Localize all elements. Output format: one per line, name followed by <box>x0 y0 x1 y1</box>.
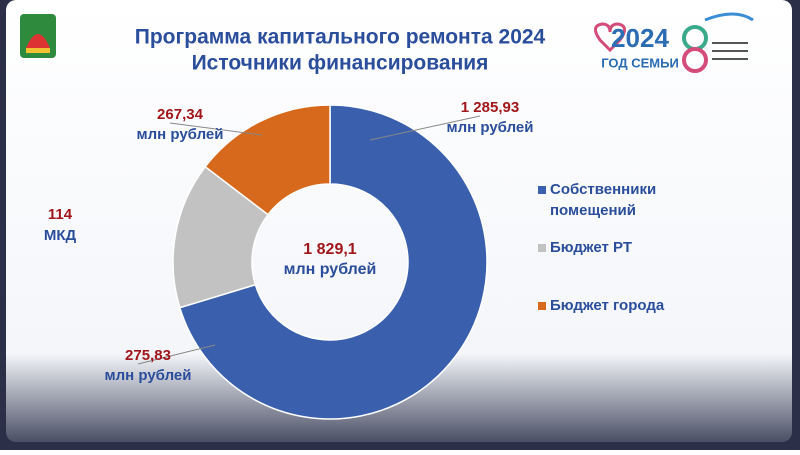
annotation: 114 <box>48 206 73 223</box>
city-logo <box>20 14 56 58</box>
legend-marker <box>538 244 546 252</box>
unit-label: млн рублей <box>105 367 192 384</box>
legend-marker <box>538 302 546 310</box>
unit-label: млн рублей <box>447 119 534 136</box>
title-line: Программа капитального ремонта 2024 <box>135 26 546 49</box>
logo-text: ГОД СЕМЬИ <box>601 55 679 70</box>
legend-label: Собственники помещений <box>550 181 656 219</box>
unit-label: млн рублей <box>137 126 224 143</box>
annotation: МКД <box>44 227 77 244</box>
logo-text: 2024 <box>611 23 669 53</box>
total-label: 1 829,1 <box>303 241 356 258</box>
value-label: 275,83 <box>125 347 171 364</box>
value-label: 267,34 <box>157 106 204 123</box>
science-logo <box>682 12 754 73</box>
slice <box>204 104 331 216</box>
title-line: Источники финансирования <box>192 52 489 75</box>
legend-marker <box>538 186 546 194</box>
leader-line <box>137 344 216 365</box>
legend-label: Бюджет РТ <box>550 239 632 256</box>
leader-line <box>169 122 263 136</box>
total-unit: млн рублей <box>284 261 377 278</box>
legend-label: Бюджет города <box>550 297 665 314</box>
value-label: 1 285,93 <box>461 99 519 116</box>
slice <box>178 104 488 420</box>
leader-line <box>369 115 481 141</box>
heart-logo <box>594 22 626 53</box>
